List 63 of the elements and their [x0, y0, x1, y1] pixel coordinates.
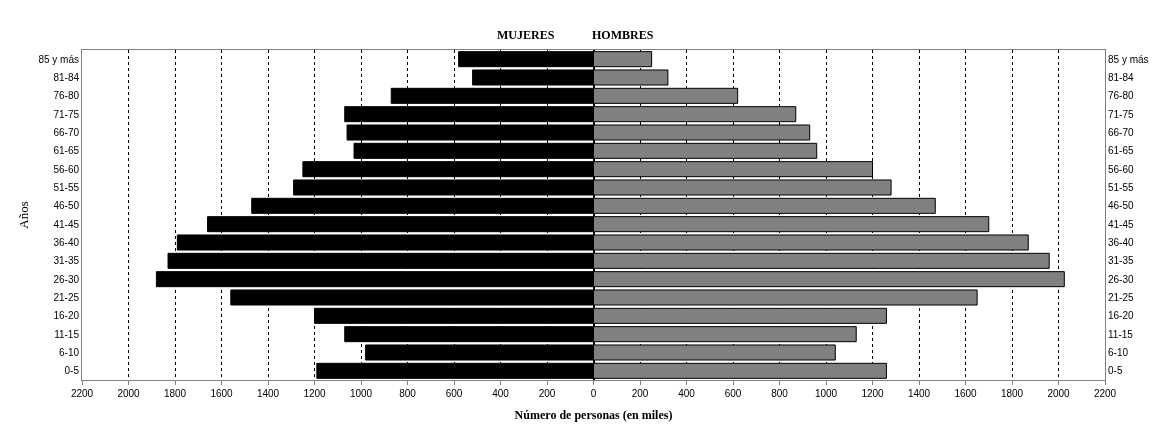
x-tick-label: 800: [771, 388, 789, 399]
y-tick-label: 6-10: [58, 347, 80, 358]
category-label: 0-5: [1108, 365, 1123, 377]
x-tick-label: 400: [492, 388, 510, 399]
y-tick-label: 85 y más: [38, 53, 79, 65]
series-label: HOMBRES: [592, 28, 654, 42]
y-tick-label: 56-60: [53, 163, 80, 175]
x-tick-label: 1400: [256, 388, 280, 399]
x-tick-label: 1600: [954, 388, 978, 399]
category-label: 41-45: [1108, 218, 1134, 230]
category-label: 6-10: [1108, 347, 1129, 358]
x-tick-label: 1800: [163, 388, 187, 399]
x-tick-label: 800: [399, 388, 417, 399]
category-label: 56-60: [1108, 163, 1134, 175]
y-tick-label: 0-5: [64, 365, 80, 377]
y-tick-label: 66-70: [53, 127, 80, 138]
x-tick-label: 200: [631, 388, 649, 399]
y-tick-label: 61-65: [53, 145, 80, 157]
x-tick-label: 600: [724, 388, 742, 399]
x-tick-label: 1600: [210, 388, 234, 399]
category-label: 31-35: [1108, 255, 1134, 267]
y-tick-label: 46-50: [53, 200, 80, 212]
category-label: 76-80: [1108, 90, 1134, 102]
y-tick-label: 81-84: [53, 72, 80, 83]
y-tick-label: 31-35: [53, 255, 80, 267]
y-tick-label: 76-80: [53, 90, 80, 102]
x-tick-label: 1800: [1000, 388, 1024, 399]
y-tick-label: 41-45: [53, 218, 80, 230]
x-tick-label: 2200: [70, 388, 94, 399]
series-label: MUJERES: [497, 28, 555, 42]
y-tick-label: 71-75: [53, 108, 80, 120]
category-label: 85 y más: [1108, 53, 1149, 65]
y-axis-title: Años: [16, 201, 32, 229]
category-label: 81-84: [1108, 72, 1134, 83]
category-label: 21-25: [1108, 292, 1134, 303]
x-tick-label: 0: [590, 388, 597, 399]
y-tick-label: 21-25: [53, 292, 80, 303]
x-tick-label: 1000: [349, 388, 373, 399]
x-tick-label: 1400: [907, 388, 931, 399]
category-label: 66-70: [1108, 127, 1134, 138]
x-tick-label: 200: [538, 388, 556, 399]
x-tick-label: 600: [445, 388, 463, 399]
category-label: 16-20: [1108, 310, 1134, 322]
category-label: 26-30: [1108, 273, 1134, 285]
y-tick-label: 11-15: [54, 328, 80, 340]
x-tick-label: 1000: [814, 388, 838, 399]
category-label: 46-50: [1108, 200, 1134, 212]
x-tick-label: 400: [678, 388, 696, 399]
y-tick-label: 16-20: [53, 310, 80, 322]
category-label: 36-40: [1108, 237, 1134, 248]
x-tick-label: 1200: [303, 388, 327, 399]
x-tick-label: 1200: [861, 388, 885, 399]
x-tick-label: 2200: [1093, 388, 1117, 399]
y-tick-label: 36-40: [53, 237, 80, 248]
x-axis-title: Número de personas (en miles): [514, 407, 673, 422]
y-tick-label: 51-55: [53, 182, 80, 193]
y-tick-label: 26-30: [53, 273, 80, 285]
x-tick-label: 2000: [1047, 388, 1071, 399]
x-tick-label: 2000: [117, 388, 141, 399]
category-label: 61-65: [1108, 145, 1134, 157]
category-label: 71-75: [1108, 108, 1134, 120]
category-label: 11-15: [1108, 328, 1133, 340]
category-label: 51-55: [1108, 182, 1134, 193]
